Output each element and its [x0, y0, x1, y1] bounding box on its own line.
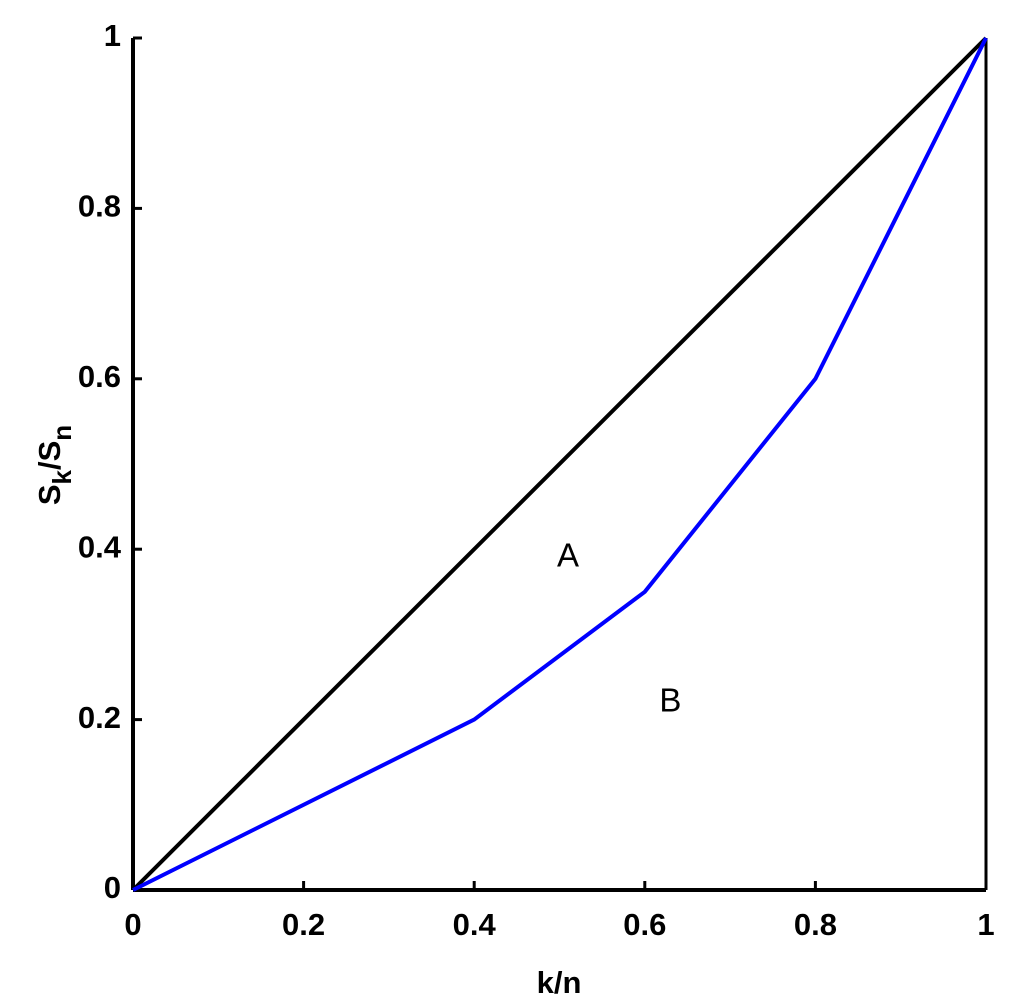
y-axis-label-part: S: [32, 484, 67, 505]
y-axis-label-part: /S: [32, 441, 67, 470]
y-tick-label: 0.8: [78, 189, 121, 224]
x-tick-label: 0: [124, 907, 141, 942]
y-tick-label: 1: [104, 18, 121, 53]
x-tick-label: 0.8: [794, 907, 837, 942]
y-tick-label: 0.6: [78, 359, 121, 394]
y-axis-label: Sk/Sn: [32, 425, 77, 505]
x-tick-label: 0.6: [623, 907, 666, 942]
y-axis-label-part: k: [47, 469, 77, 484]
annotation: A: [557, 536, 579, 573]
y-tick-label: 0.2: [78, 700, 121, 735]
y-tick-label: 0: [104, 870, 121, 905]
y-axis-label-part: n: [47, 425, 77, 441]
x-tick-label: 0.4: [453, 907, 497, 942]
series-line: [132, 37, 988, 892]
x-tick-label: 0.2: [282, 907, 325, 942]
x-tick-label: 1: [977, 907, 994, 942]
x-axis-label: k/n: [537, 965, 582, 1000]
y-tick-label: 0.4: [78, 529, 122, 564]
series-line: [131, 36, 988, 892]
annotation: B: [659, 681, 681, 718]
